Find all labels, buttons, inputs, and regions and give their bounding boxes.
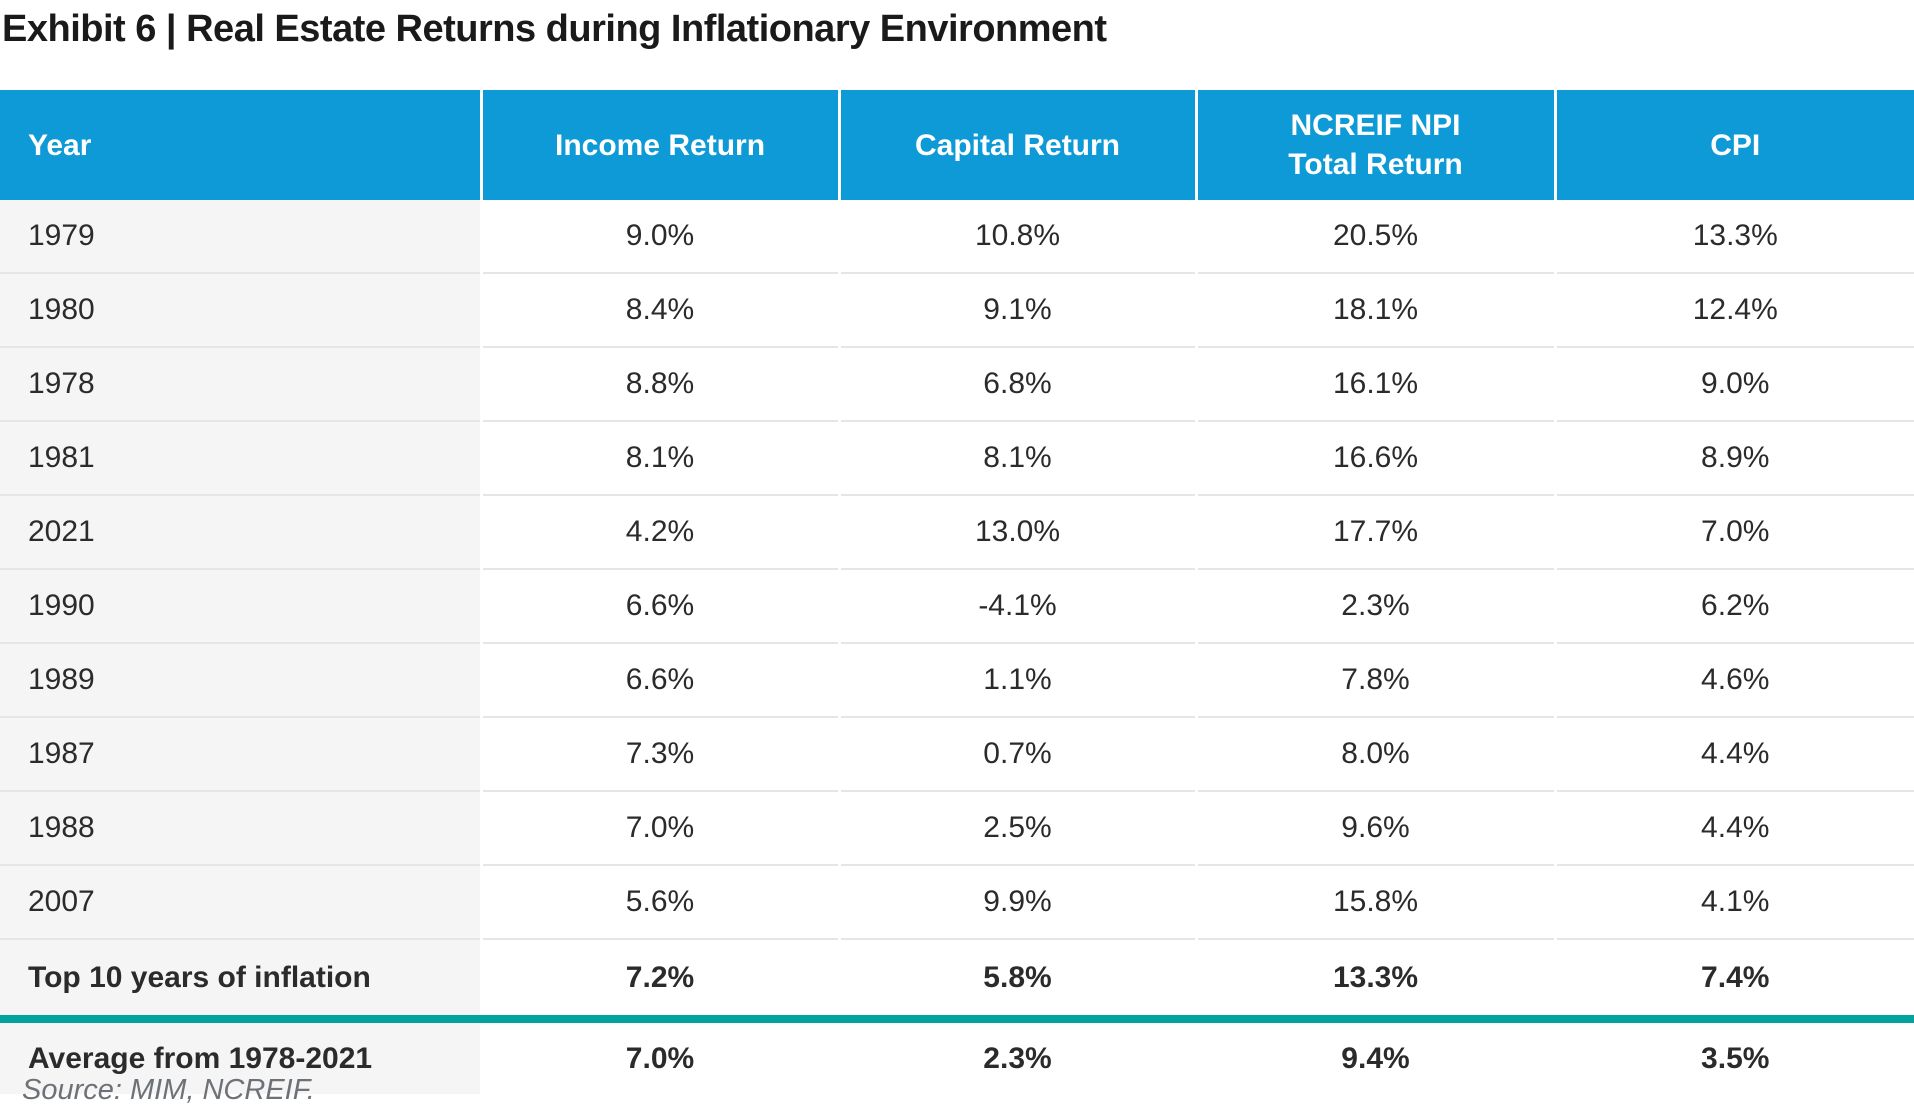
value-cell: 17.7% (1194, 494, 1555, 569)
year-cell: 1981 (0, 420, 481, 495)
col-header-ncreif-npi-total-return: NCREIF NPI Total Return (1194, 90, 1555, 200)
value-cell: 13.3% (1553, 200, 1914, 273)
col-header-capital-return: Capital Return (837, 90, 1196, 200)
summary-value-cell: 3.5% (1553, 1015, 1914, 1094)
value-cell: 4.6% (1553, 642, 1914, 717)
table-row: 1981 8.1% 8.1% 16.6% 8.9% (0, 420, 1914, 495)
value-cell: 4.4% (1553, 790, 1914, 865)
table-row: 1978 8.8% 6.8% 16.1% 9.0% (0, 346, 1914, 421)
summary-value-cell: 13.3% (1194, 938, 1555, 1019)
table-body: 1979 9.0% 10.8% 20.5% 13.3% 1980 8.4% 9.1% 18.1%… (0, 200, 1914, 1094)
value-cell: 5.6% (479, 864, 839, 939)
summary-value-cell: 5.8% (837, 938, 1196, 1019)
value-cell: 8.9% (1553, 420, 1914, 495)
value-cell: 8.8% (479, 346, 839, 421)
col-header-ncreif-line1: NCREIF NPI (1290, 109, 1461, 142)
header-row: Year Income Return Capital Return NCREIF… (0, 90, 1914, 200)
value-cell: 9.0% (479, 200, 839, 273)
table-header: Year Income Return Capital Return NCREIF… (0, 90, 1914, 200)
summary-row-top10: Top 10 years of inflation 7.2% 5.8% 13.3% 7.… (0, 938, 1914, 1019)
value-cell: -4.1% (837, 568, 1196, 643)
year-cell: 1980 (0, 272, 481, 347)
year-cell: 1989 (0, 642, 481, 717)
summary-value-cell: 7.2% (479, 938, 839, 1019)
table-row: 1980 8.4% 9.1% 18.1% 12.4% (0, 272, 1914, 347)
value-cell: 0.7% (837, 716, 1196, 791)
table-row: 1990 6.6% -4.1% 2.3% 6.2% (0, 568, 1914, 643)
year-cell: 1978 (0, 346, 481, 421)
value-cell: 16.1% (1194, 346, 1555, 421)
value-cell: 6.6% (479, 568, 839, 643)
value-cell: 7.0% (479, 790, 839, 865)
value-cell: 8.1% (479, 420, 839, 495)
col-header-year: Year (0, 90, 481, 200)
col-header-cpi-label: CPI (1710, 128, 1761, 162)
source-note: Source: MIM, NCREIF. (22, 1074, 315, 1106)
value-cell: 9.1% (837, 272, 1196, 347)
value-cell: 7.3% (479, 716, 839, 791)
value-cell: 2.3% (1194, 568, 1555, 643)
value-cell: 4.2% (479, 494, 839, 569)
table-row: 1989 6.6% 1.1% 7.8% 4.6% (0, 642, 1914, 717)
col-header-year-label: Year (28, 128, 92, 162)
table-row: 1987 7.3% 0.7% 8.0% 4.4% (0, 716, 1914, 791)
value-cell: 8.0% (1194, 716, 1555, 791)
year-cell: 2007 (0, 864, 481, 939)
summary-value-cell: 7.4% (1553, 938, 1914, 1019)
col-header-cpi: CPI (1553, 90, 1914, 200)
value-cell: 16.6% (1194, 420, 1555, 495)
year-cell: 2021 (0, 494, 481, 569)
summary-row-average: Average from 1978-2021 7.0% 2.3% 9.4% 3.5% (0, 1015, 1914, 1094)
value-cell: 8.1% (837, 420, 1196, 495)
table-row: 1988 7.0% 2.5% 9.6% 4.4% (0, 790, 1914, 865)
value-cell: 9.9% (837, 864, 1196, 939)
value-cell: 4.4% (1553, 716, 1914, 791)
summary-label-cell: Average from 1978-2021 (0, 1015, 481, 1094)
value-cell: 20.5% (1194, 200, 1555, 273)
value-cell: 9.6% (1194, 790, 1555, 865)
summary-value-cell: 9.4% (1194, 1015, 1555, 1094)
value-cell: 6.6% (479, 642, 839, 717)
value-cell: 9.0% (1553, 346, 1914, 421)
value-cell: 7.0% (1553, 494, 1914, 569)
table-row: 1979 9.0% 10.8% 20.5% 13.3% (0, 200, 1914, 273)
value-cell: 10.8% (837, 200, 1196, 273)
value-cell: 8.4% (479, 272, 839, 347)
value-cell: 18.1% (1194, 272, 1555, 347)
year-cell: 1979 (0, 200, 481, 273)
year-cell: 1987 (0, 716, 481, 791)
value-cell: 6.8% (837, 346, 1196, 421)
returns-table: Year Income Return Capital Return NCREIF… (0, 90, 1914, 1094)
value-cell: 13.0% (837, 494, 1196, 569)
year-cell: 1990 (0, 568, 481, 643)
year-cell: 1988 (0, 790, 481, 865)
value-cell: 4.1% (1553, 864, 1914, 939)
table-row: 2007 5.6% 9.9% 15.8% 4.1% (0, 864, 1914, 939)
summary-label-cell: Top 10 years of inflation (0, 938, 481, 1019)
col-header-ncreif-line2: Total Return (1288, 148, 1463, 181)
value-cell: 2.5% (837, 790, 1196, 865)
value-cell: 1.1% (837, 642, 1196, 717)
value-cell: 7.8% (1194, 642, 1555, 717)
col-header-income-return: Income Return (479, 90, 839, 200)
col-header-income-return-label: Income Return (554, 128, 766, 162)
col-header-capital-return-label: Capital Return (914, 128, 1121, 162)
summary-value-cell: 7.0% (479, 1015, 839, 1094)
table-row: 2021 4.2% 13.0% 17.7% 7.0% (0, 494, 1914, 569)
value-cell: 15.8% (1194, 864, 1555, 939)
summary-value-cell: 2.3% (837, 1015, 1196, 1094)
value-cell: 6.2% (1553, 568, 1914, 643)
exhibit-title: Exhibit 6 | Real Estate Returns during I… (2, 8, 1107, 50)
value-cell: 12.4% (1553, 272, 1914, 347)
